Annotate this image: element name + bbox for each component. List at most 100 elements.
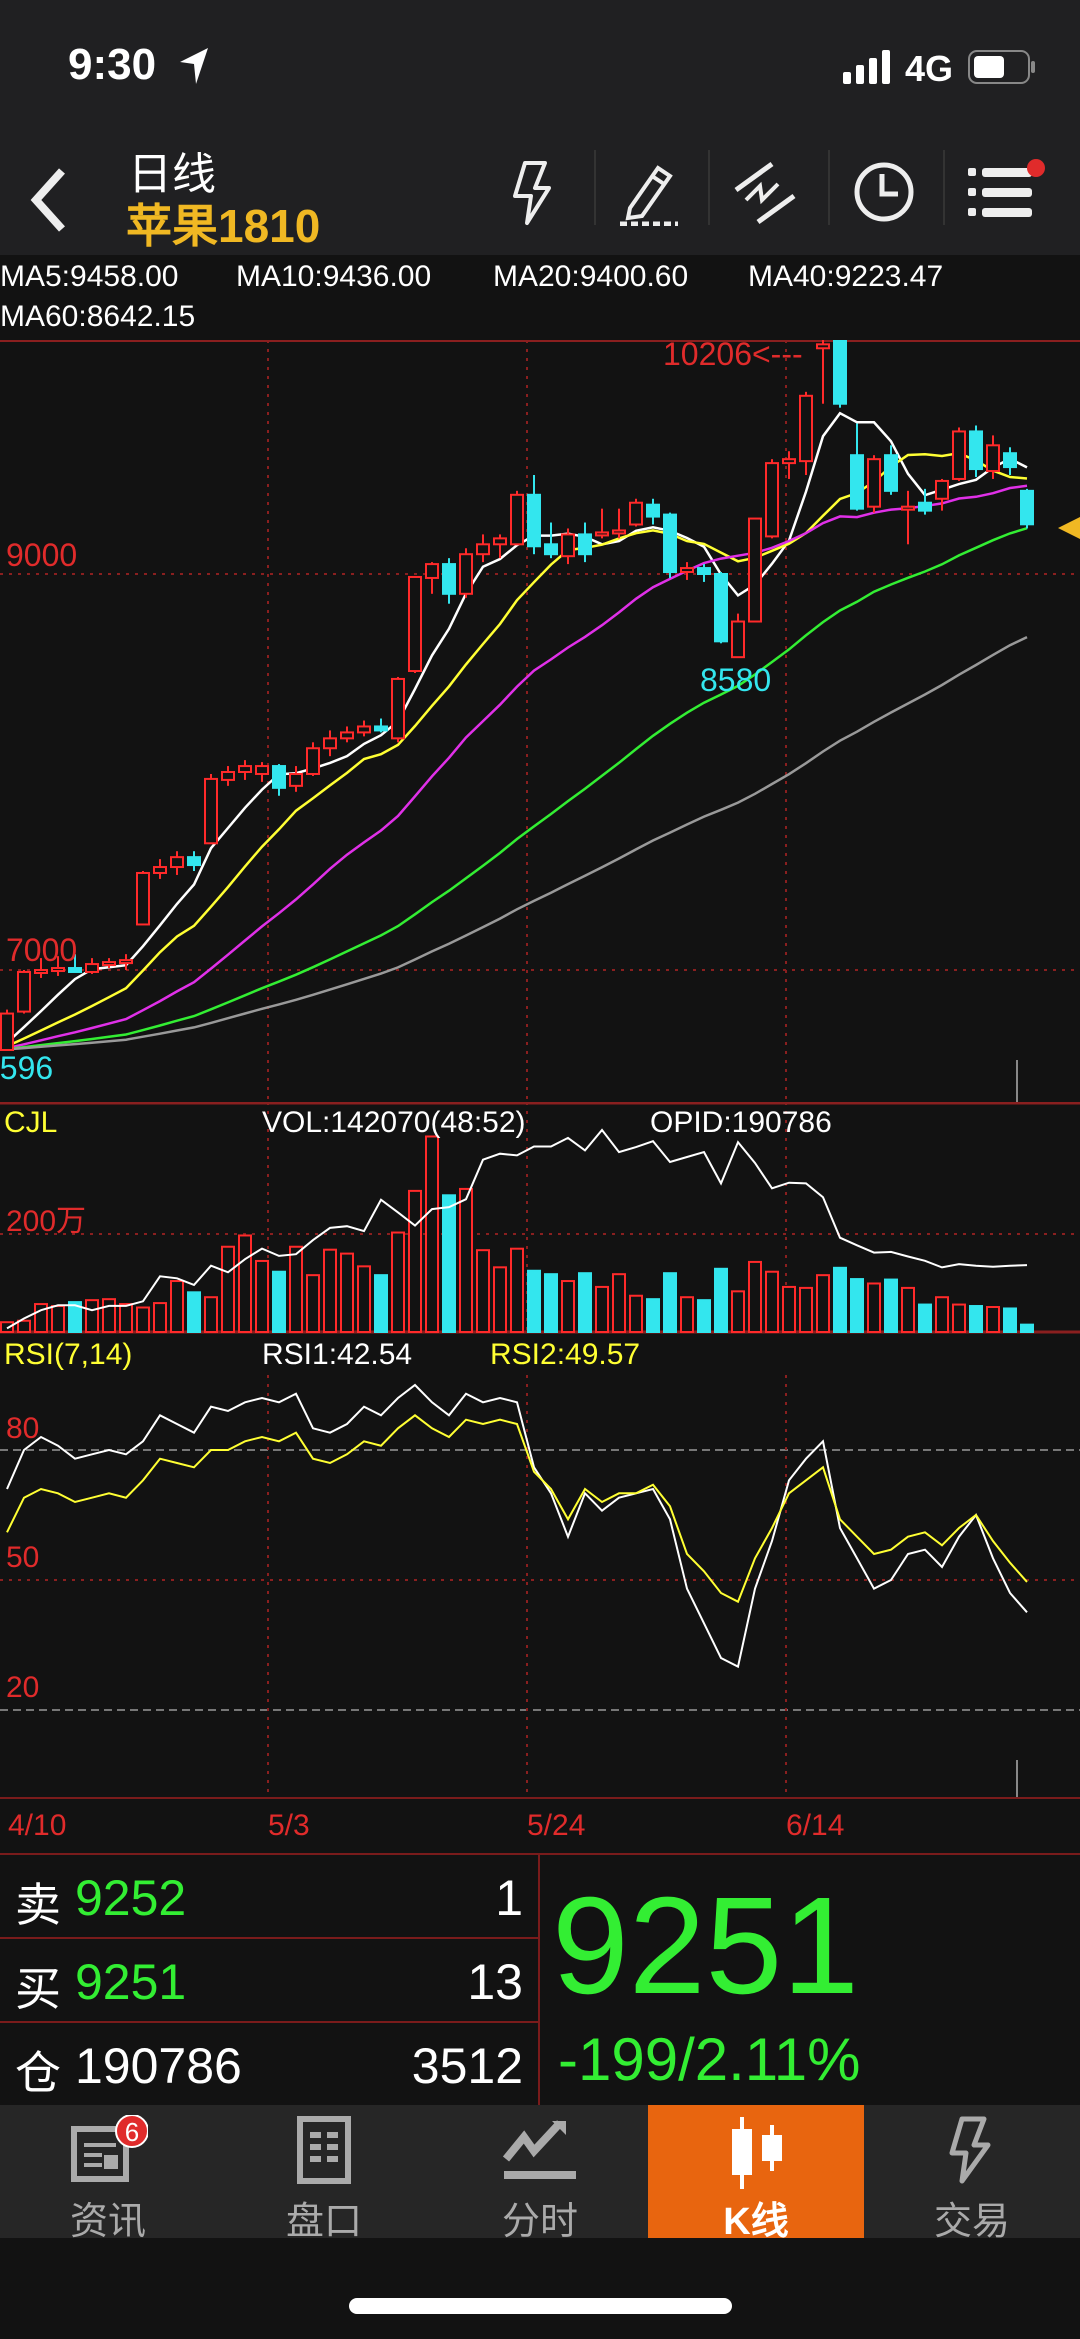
rsi-level-50: 50 bbox=[6, 1541, 40, 1574]
candle-body bbox=[357, 725, 371, 734]
volume-bar bbox=[374, 1274, 388, 1334]
candle bbox=[697, 564, 711, 582]
candle-body bbox=[646, 503, 660, 518]
volume-indicator-label: CJL bbox=[4, 1106, 58, 1139]
lightning-icon[interactable] bbox=[505, 160, 555, 226]
candle-body bbox=[901, 505, 915, 511]
volume-bar bbox=[238, 1234, 252, 1333]
candle-body bbox=[867, 458, 881, 508]
candle-body bbox=[85, 963, 99, 973]
volume-bar bbox=[391, 1231, 405, 1333]
volume-bar bbox=[340, 1252, 354, 1334]
candle bbox=[204, 773, 218, 845]
ma10-label: MA10:9436.00 bbox=[236, 260, 432, 293]
tab-news[interactable]: 6 资讯 bbox=[0, 2105, 216, 2243]
oi-change: 3512 bbox=[411, 2038, 523, 2094]
volume-bar bbox=[765, 1270, 779, 1333]
volume-bar bbox=[833, 1266, 847, 1333]
volume-bar bbox=[255, 1259, 269, 1333]
volume-bar bbox=[510, 1247, 524, 1333]
volume-bar bbox=[969, 1305, 983, 1333]
candle bbox=[255, 762, 269, 782]
clock-icon[interactable] bbox=[852, 160, 916, 224]
back-icon[interactable] bbox=[26, 165, 70, 235]
volume-bar bbox=[357, 1265, 371, 1333]
tab-intraday[interactable]: 分时 bbox=[432, 2105, 648, 2243]
candle bbox=[34, 958, 48, 978]
candle-body bbox=[102, 961, 116, 967]
rsi-chart[interactable] bbox=[0, 1335, 1080, 1797]
ask-price: 9252 bbox=[75, 1870, 187, 1926]
candle bbox=[459, 548, 473, 598]
menu-list-icon[interactable] bbox=[966, 158, 1046, 228]
candle bbox=[306, 742, 320, 776]
candle-body bbox=[323, 737, 337, 750]
bid-qty: 13 bbox=[467, 1954, 523, 2010]
candle-body bbox=[17, 970, 31, 1013]
volume-bar bbox=[408, 1189, 422, 1333]
candle bbox=[272, 764, 286, 796]
candle-body bbox=[51, 967, 65, 973]
volume-bar bbox=[782, 1285, 796, 1333]
candle-body bbox=[340, 731, 354, 740]
candle-body bbox=[527, 493, 541, 548]
ask-label: 卖 bbox=[15, 1879, 61, 1931]
candle-body bbox=[595, 531, 609, 537]
candle bbox=[510, 490, 524, 546]
volume-bar bbox=[17, 1319, 31, 1333]
draw-pencil-icon[interactable] bbox=[616, 160, 682, 226]
rsi1-line bbox=[6, 1383, 1028, 1669]
volume-bar bbox=[85, 1299, 99, 1333]
start-low-label: 6596 bbox=[0, 1050, 54, 1086]
candle bbox=[17, 970, 31, 1014]
candle bbox=[68, 954, 82, 973]
candle bbox=[170, 851, 184, 875]
candle bbox=[816, 340, 830, 404]
price-label-7000: 7000 bbox=[6, 932, 78, 968]
date-label: 6/14 bbox=[786, 1809, 845, 1842]
candle bbox=[85, 958, 99, 974]
tab-orderbook[interactable]: 盘口 bbox=[216, 2105, 432, 2243]
candle-body bbox=[799, 394, 813, 463]
candle-body bbox=[0, 1012, 14, 1051]
volume-bar bbox=[476, 1249, 490, 1333]
header: 日线 苹果1810 bbox=[0, 130, 1080, 255]
candle-body bbox=[374, 725, 388, 732]
candle bbox=[765, 459, 779, 539]
volume-chart[interactable] bbox=[0, 1102, 1080, 1334]
volume-bar bbox=[986, 1306, 1000, 1333]
volume-bar bbox=[442, 1194, 456, 1334]
tab-trade[interactable]: 交易 bbox=[864, 2105, 1080, 2243]
candle bbox=[187, 851, 201, 871]
bid-label: 买 bbox=[15, 1963, 61, 2015]
candle bbox=[1020, 488, 1034, 529]
volume-bar bbox=[918, 1303, 932, 1333]
candlestick-icon bbox=[732, 2117, 782, 2189]
volume-bar bbox=[204, 1296, 218, 1334]
indicator-icon[interactable] bbox=[732, 160, 798, 226]
candle-body bbox=[289, 772, 303, 787]
candle-body bbox=[969, 430, 983, 471]
open-interest-line bbox=[6, 1128, 1028, 1330]
candle-body bbox=[221, 771, 235, 781]
candle bbox=[527, 475, 541, 555]
candle-body bbox=[782, 458, 796, 465]
ask-row[interactable]: 卖 9252 1 bbox=[0, 1855, 540, 1939]
volume-value: VOL:142070(48:52) bbox=[262, 1106, 526, 1139]
ma60-label: MA60:8642.15 bbox=[0, 300, 196, 333]
candle bbox=[646, 498, 660, 525]
volume-bar bbox=[901, 1286, 915, 1333]
candle bbox=[901, 490, 915, 545]
candle bbox=[493, 534, 507, 559]
candlestick-chart[interactable] bbox=[0, 340, 1080, 1102]
volume-bar bbox=[306, 1274, 320, 1334]
price-change: -199/2.11% bbox=[558, 2026, 861, 2093]
tab-kline[interactable]: K线 bbox=[648, 2105, 864, 2243]
volume-bar bbox=[493, 1266, 507, 1334]
bottom-tab-bar: 6 资讯 盘口 分时 K线 交易 bbox=[0, 2105, 1080, 2243]
candle bbox=[442, 558, 456, 604]
candle bbox=[918, 488, 932, 515]
candle-body bbox=[1003, 452, 1017, 469]
bid-row[interactable]: 买 9251 13 bbox=[0, 1939, 540, 2023]
date-label: 5/3 bbox=[268, 1809, 310, 1842]
